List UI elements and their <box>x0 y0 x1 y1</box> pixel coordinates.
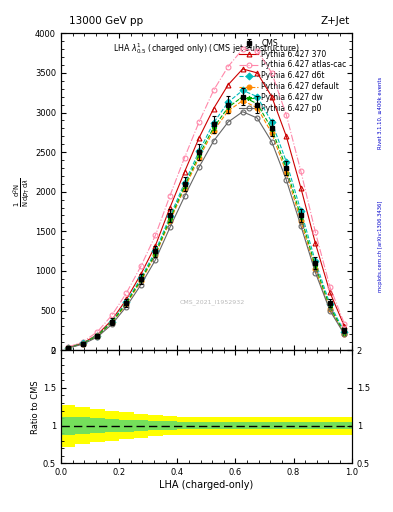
Text: mcplots.cern.ch [arXiv:1306.3436]: mcplots.cern.ch [arXiv:1306.3436] <box>378 200 383 291</box>
Text: LHA $\lambda^{1}_{0.5}$ (charged only) (CMS jet substructure): LHA $\lambda^{1}_{0.5}$ (charged only) (… <box>113 41 300 56</box>
X-axis label: LHA (charged-only): LHA (charged-only) <box>159 480 253 490</box>
Legend: CMS, Pythia 6.427 370, Pythia 6.427 atlas-cac, Pythia 6.427 d6t, Pythia 6.427 de: CMS, Pythia 6.427 370, Pythia 6.427 atla… <box>237 37 348 115</box>
Text: Rivet 3.1.10, ≥400k events: Rivet 3.1.10, ≥400k events <box>378 76 383 149</box>
Text: 13000 GeV pp: 13000 GeV pp <box>69 15 143 26</box>
Y-axis label: Ratio to CMS: Ratio to CMS <box>31 380 40 434</box>
Y-axis label: $\frac{1}{\mathrm{N}}\frac{\mathrm{d}^2\mathrm{N}}{\mathrm{d}p_\mathrm{T}\,\math: $\frac{1}{\mathrm{N}}\frac{\mathrm{d}^2\… <box>11 177 32 206</box>
Text: CMS_2021_I1952932: CMS_2021_I1952932 <box>180 300 245 306</box>
Text: Z+Jet: Z+Jet <box>321 15 350 26</box>
